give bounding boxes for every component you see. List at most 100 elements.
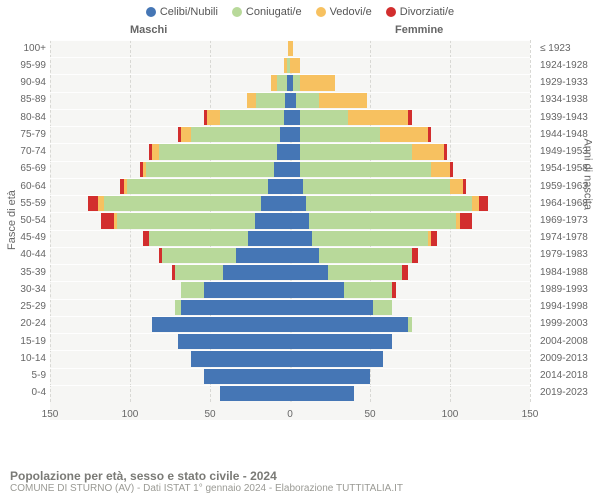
bar-seg-married xyxy=(328,265,402,280)
y-tick-birth: 1924-1928 xyxy=(540,60,588,71)
bar-seg-divorced xyxy=(101,213,114,228)
plot-area: 15010050050100150 xyxy=(50,40,530,420)
bar-seg-single xyxy=(290,265,328,280)
bar-male xyxy=(271,75,290,90)
y-tick-age: 20-24 xyxy=(20,318,46,329)
bar-seg-divorced xyxy=(412,248,418,263)
bar-male xyxy=(247,93,290,108)
bar-female xyxy=(290,282,396,297)
x-tick: 0 xyxy=(287,409,293,420)
bar-female xyxy=(290,196,488,211)
bar-male xyxy=(143,231,290,246)
bar-female xyxy=(290,334,392,349)
bar-seg-single xyxy=(290,248,319,263)
bar-seg-widowed xyxy=(412,144,444,159)
pyramid-row xyxy=(50,316,530,333)
legend-item: Celibi/Nubili xyxy=(146,6,218,18)
pyramid-row xyxy=(50,264,530,281)
y-tick-birth: 1969-1973 xyxy=(540,215,588,226)
y-tick-age: 0-4 xyxy=(32,387,46,398)
bar-male xyxy=(172,265,290,280)
legend-item: Coniugati/e xyxy=(232,6,302,18)
x-tick: 100 xyxy=(442,409,459,420)
pyramid-row xyxy=(50,57,530,74)
bar-seg-single xyxy=(290,127,300,142)
bar-seg-single xyxy=(178,334,290,349)
bar-seg-single xyxy=(290,179,303,194)
bar-seg-single xyxy=(255,213,290,228)
footer: Popolazione per età, sesso e stato civil… xyxy=(10,469,403,494)
bar-seg-single xyxy=(290,282,344,297)
y-tick-age: 100+ xyxy=(23,43,46,54)
y-tick-age: 55-59 xyxy=(20,198,46,209)
bar-male xyxy=(220,386,290,401)
x-tick: 100 xyxy=(122,409,139,420)
bar-seg-single xyxy=(152,317,290,332)
bar-seg-married xyxy=(277,75,287,90)
x-tick: 50 xyxy=(364,409,375,420)
x-tick: 150 xyxy=(42,409,59,420)
bar-seg-single xyxy=(268,179,290,194)
legend-label: Celibi/Nubili xyxy=(160,6,218,18)
y-tick-birth: 1999-2003 xyxy=(540,318,588,329)
bar-seg-married xyxy=(319,248,412,263)
bar-seg-widowed xyxy=(207,110,220,125)
y-tick-birth: 1954-1958 xyxy=(540,163,588,174)
bar-seg-widowed xyxy=(431,162,450,177)
bar-male xyxy=(140,162,290,177)
bar-seg-married xyxy=(256,93,285,108)
y-tick-age: 35-39 xyxy=(20,267,46,278)
bar-seg-single xyxy=(220,386,290,401)
bar-seg-married xyxy=(220,110,284,125)
bar-male xyxy=(120,179,290,194)
bar-seg-married xyxy=(344,282,392,297)
y-axis-right: ≤ 19231924-19281929-19331934-19381939-19… xyxy=(538,40,600,440)
bar-seg-single xyxy=(290,369,370,384)
bar-seg-single xyxy=(290,231,312,246)
y-tick-birth: ≤ 1923 xyxy=(540,43,571,54)
y-tick-birth: 2019-2023 xyxy=(540,387,588,398)
y-tick-age: 15-19 xyxy=(20,336,46,347)
y-tick-age: 70-74 xyxy=(20,146,46,157)
bar-male xyxy=(178,334,290,349)
y-tick-age: 95-99 xyxy=(20,60,46,71)
bar-seg-married xyxy=(127,179,268,194)
bar-seg-single xyxy=(204,282,290,297)
legend-label: Divorziati/e xyxy=(400,6,454,18)
bar-seg-single xyxy=(181,300,290,315)
chart-area: Fasce di età Anni di nascita 100+95-9990… xyxy=(0,40,600,440)
bar-seg-single xyxy=(290,144,300,159)
bar-female xyxy=(290,300,392,315)
bar-seg-single xyxy=(290,317,408,332)
y-tick-age: 25-29 xyxy=(20,301,46,312)
y-tick-birth: 1929-1933 xyxy=(540,77,588,88)
bar-male xyxy=(88,196,290,211)
y-tick-birth: 1989-1993 xyxy=(540,284,588,295)
y-tick-age: 10-14 xyxy=(20,353,46,364)
y-tick-age: 65-69 xyxy=(20,163,46,174)
pyramid-row xyxy=(50,350,530,367)
bar-seg-divorced xyxy=(392,282,395,297)
y-tick-birth: 1994-1998 xyxy=(540,301,588,312)
bar-seg-married xyxy=(300,127,380,142)
bar-seg-widowed xyxy=(300,75,335,90)
bar-seg-single xyxy=(290,351,383,366)
bar-seg-married xyxy=(309,213,456,228)
bar-seg-single xyxy=(223,265,290,280)
legend-label: Coniugati/e xyxy=(246,6,302,18)
y-axis-left: 100+95-9990-9485-8980-8475-7970-7465-696… xyxy=(0,40,48,440)
bar-female xyxy=(290,179,466,194)
y-tick-birth: 1974-1978 xyxy=(540,232,588,243)
legend: Celibi/NubiliConiugati/eVedovi/eDivorzia… xyxy=(0,0,600,20)
x-tick: 50 xyxy=(204,409,215,420)
bar-seg-single xyxy=(204,369,290,384)
bar-seg-single xyxy=(290,110,300,125)
bar-female xyxy=(290,162,453,177)
bar-seg-married xyxy=(408,317,411,332)
bar-seg-single xyxy=(280,127,290,142)
bar-seg-married xyxy=(149,231,248,246)
pyramid-row xyxy=(50,299,530,316)
y-tick-birth: 1979-1983 xyxy=(540,249,588,260)
pyramid-row xyxy=(50,178,530,195)
legend-swatch xyxy=(386,7,396,17)
